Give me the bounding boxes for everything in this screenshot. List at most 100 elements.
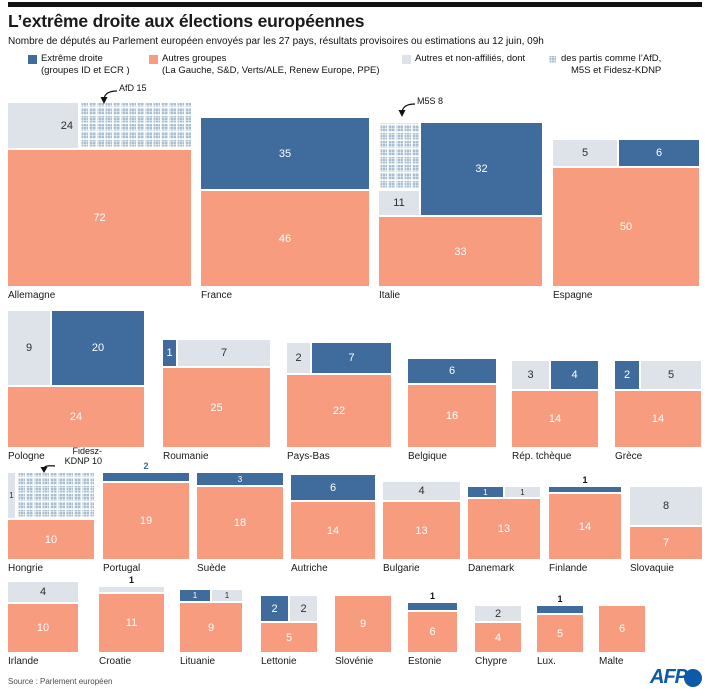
segment-value: 5 bbox=[285, 631, 293, 644]
segment-other: 5 bbox=[537, 615, 583, 652]
annotation-afd: AfD 15 bbox=[119, 83, 159, 93]
segment-na: 9 bbox=[8, 311, 50, 385]
segment-other: 18 bbox=[197, 487, 283, 559]
legend-label: Extrême droite bbox=[41, 53, 103, 64]
segment-value: 2 bbox=[295, 352, 302, 364]
segment-value: 2 bbox=[271, 602, 278, 615]
segment-value: 6 bbox=[448, 365, 456, 377]
segment-value: 6 bbox=[655, 147, 663, 159]
segment-value: 33 bbox=[454, 245, 467, 258]
segment-na: 4 bbox=[383, 482, 460, 500]
segment-other: 6 bbox=[599, 606, 645, 652]
segment-na: 8 bbox=[630, 487, 702, 525]
segment-value: 46 bbox=[278, 232, 292, 245]
segment-value: 14 bbox=[326, 524, 340, 537]
legend-label: Autres et non-affiliés, dont bbox=[415, 53, 526, 64]
segment-er bbox=[103, 473, 189, 481]
segment-na: 5 bbox=[553, 140, 617, 166]
segment-other: 5 bbox=[261, 623, 317, 652]
segment-value: 13 bbox=[497, 523, 511, 535]
country-label: Lituanie bbox=[180, 656, 216, 667]
segment-value: 2 bbox=[143, 461, 149, 471]
segment-na: 24 bbox=[8, 103, 78, 148]
segment-value: 2 bbox=[623, 369, 631, 381]
annotation-line: Fidesz- bbox=[72, 446, 102, 456]
segment-value: 4 bbox=[39, 586, 47, 598]
segment-value: 1 bbox=[582, 475, 588, 485]
legend-item-autres-groupes: Autres groupes (La Gauche, S&D, Verts/AL… bbox=[149, 53, 380, 77]
segment-na: 1 bbox=[212, 590, 242, 601]
segment-er: 35 bbox=[201, 118, 369, 189]
segment-value: 10 bbox=[36, 622, 50, 634]
segment-value: 18 bbox=[233, 517, 247, 529]
legend-swatch-non-affilies bbox=[402, 55, 411, 64]
afp-logo-text: AFP bbox=[650, 666, 688, 688]
country-label: France bbox=[201, 290, 233, 301]
segment-value: 9 bbox=[207, 621, 215, 634]
segment-value: 35 bbox=[278, 147, 292, 160]
segment-value: 1 bbox=[429, 591, 435, 601]
country-label: Roumanie bbox=[163, 451, 209, 462]
segment-other: 22 bbox=[287, 375, 391, 447]
legend-sublabel: M5S et Fidesz-KDNP bbox=[571, 65, 662, 76]
legend-item-non-affilies: Autres et non-affiliés, dont bbox=[402, 53, 525, 65]
segment-value: 1 bbox=[520, 487, 525, 497]
afp-logo-globe-icon bbox=[684, 668, 702, 687]
segment-value: 3 bbox=[527, 369, 534, 381]
source-text: Source : Parlement européen bbox=[8, 677, 113, 686]
segment-other: 9 bbox=[180, 603, 242, 652]
segment-other: 33 bbox=[379, 217, 542, 286]
country-label: Hongrie bbox=[8, 563, 44, 574]
segment-value: 1 bbox=[192, 591, 198, 600]
segment-value: 6 bbox=[618, 623, 626, 635]
country-label: Espagne bbox=[553, 290, 593, 301]
segment-other: 16 bbox=[408, 385, 496, 447]
segment-value: 7 bbox=[220, 347, 228, 359]
segment-pattern bbox=[379, 123, 419, 189]
country-label: Grèce bbox=[615, 451, 643, 462]
segment-value: 14 bbox=[548, 413, 562, 425]
legend-item-partis-hachures: des partis comme l’AfD, M5S et Fidesz-KD… bbox=[548, 53, 661, 77]
segment-value: 3 bbox=[237, 474, 243, 484]
segment-na: 4 bbox=[8, 582, 78, 602]
segment-value: 5 bbox=[667, 369, 675, 381]
country-label: Danemark bbox=[468, 563, 515, 574]
segment-na: 11 bbox=[379, 191, 419, 215]
segment-er: 2 bbox=[615, 361, 639, 389]
segment-value: 2 bbox=[300, 602, 307, 615]
legend-swatch-extreme-droite bbox=[28, 55, 37, 64]
segment-value: 6 bbox=[329, 481, 337, 494]
segment-other: 10 bbox=[8, 604, 78, 652]
segment-other: 14 bbox=[512, 391, 598, 447]
annotation-line: AfD 15 bbox=[119, 83, 147, 93]
segment-value: 24 bbox=[69, 411, 83, 423]
segment-er: 2 bbox=[261, 596, 288, 621]
segment-value: 8 bbox=[662, 500, 670, 512]
segment-value: 7 bbox=[348, 352, 355, 364]
segment-other: 14 bbox=[549, 494, 621, 559]
legend-swatch-partis-hachures bbox=[548, 55, 557, 64]
country-label: Italie bbox=[379, 290, 401, 301]
segment-value: 16 bbox=[445, 410, 459, 422]
segment-other: 11 bbox=[99, 594, 164, 652]
segment-other: 4 bbox=[475, 623, 521, 652]
country-label: Irlande bbox=[8, 656, 39, 667]
segment-other: 72 bbox=[8, 150, 191, 286]
segment-value: 32 bbox=[475, 163, 488, 175]
segment-value: 10 bbox=[44, 533, 58, 546]
country-label: Estonie bbox=[408, 656, 442, 667]
country-label: Portugal bbox=[103, 563, 141, 574]
segment-value: 14 bbox=[651, 413, 665, 425]
country-label: Chypre bbox=[475, 656, 508, 667]
segment-other: 10 bbox=[8, 520, 94, 559]
segment-na: 7 bbox=[178, 340, 270, 366]
segment-other: 7 bbox=[630, 527, 702, 559]
segment-value: 1 bbox=[224, 591, 230, 600]
segment-value: 5 bbox=[556, 627, 564, 640]
segment-other: 24 bbox=[8, 387, 144, 447]
segment-value: 11 bbox=[393, 197, 405, 209]
segment-er: 1 bbox=[468, 487, 503, 497]
annotation-line: M5S 8 bbox=[417, 96, 444, 106]
country-label: Croatie bbox=[99, 656, 132, 667]
segment-other: 25 bbox=[163, 368, 270, 447]
